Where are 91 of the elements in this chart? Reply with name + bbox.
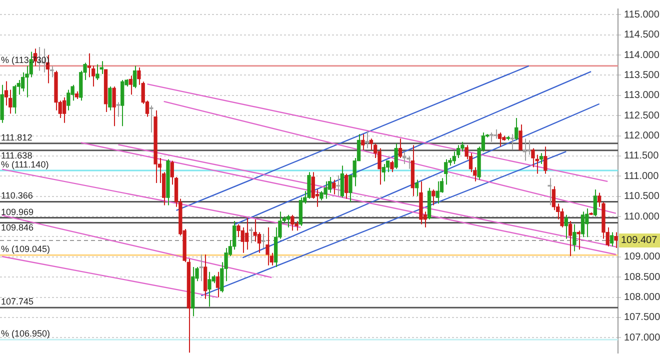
ref-line-label: 110.366	[1, 190, 33, 201]
y-tick-label: 110.500	[624, 191, 660, 202]
candlestick	[614, 232, 618, 249]
candlestick	[572, 224, 576, 252]
candlestick	[324, 180, 328, 200]
candlestick	[518, 124, 522, 150]
candlestick	[560, 208, 564, 228]
candlestick	[332, 179, 336, 195]
candlestick	[290, 214, 294, 232]
candlestick	[244, 218, 249, 250]
candlestick	[432, 188, 436, 206]
candlestick	[336, 174, 340, 196]
y-tick-label: 114.000	[624, 50, 660, 61]
candlestick	[452, 151, 456, 165]
candlestick	[510, 134, 514, 150]
candlestick	[100, 60, 104, 75]
candlestick	[531, 148, 535, 168]
candlestick	[514, 118, 518, 141]
y-tick-label: 113.500	[624, 70, 660, 81]
candlestick	[415, 179, 419, 196]
candlestick	[266, 226, 270, 266]
candlestick	[402, 151, 406, 165]
candlestick	[4, 80, 8, 106]
candlestick	[568, 220, 572, 257]
y-tick-label: 109.000	[624, 252, 660, 263]
candlestick	[307, 172, 311, 200]
y-tick-label: 112.000	[624, 130, 660, 142]
candlestick	[132, 65, 137, 89]
candlestick	[320, 190, 324, 201]
candlestick	[436, 180, 440, 204]
candlestick	[398, 138, 402, 158]
candlestick	[444, 158, 448, 186]
ref-line-label: % (106.950)	[1, 328, 50, 339]
candlestick	[394, 142, 398, 170]
candlestick	[66, 89, 70, 111]
candlestick	[20, 72, 25, 92]
ref-line-label: 109.407	[621, 235, 658, 246]
candlestick	[240, 226, 244, 254]
y-tick-label: 112.500	[624, 110, 660, 122]
candlestick	[116, 102, 120, 118]
candlestick	[108, 86, 112, 111]
y-tick-label: 115.000	[624, 9, 660, 20]
candlestick	[344, 173, 348, 200]
candlestick	[580, 211, 585, 238]
y-tick-label: 108.000	[624, 292, 660, 304]
ref-line-label: 111.812	[1, 132, 32, 142]
candlestick	[406, 156, 410, 170]
candlestick	[382, 164, 386, 182]
candlestick	[585, 208, 589, 238]
y-tick-label: 107.000	[624, 332, 660, 344]
candlestick	[369, 138, 374, 150]
y-tick-label: 114.500	[624, 30, 660, 41]
candlestick	[112, 86, 116, 127]
candlestick	[216, 271, 220, 298]
ref-line-label: 107.745	[1, 296, 34, 307]
candlestick	[390, 160, 394, 173]
ref-line-label: 109.969	[1, 206, 34, 217]
ref-line-label: % (111.140)	[1, 159, 49, 170]
candlestick	[361, 134, 365, 150]
candlestick	[253, 218, 257, 242]
candlestick	[87, 52, 92, 78]
candlestick	[311, 172, 315, 200]
candlestick	[593, 188, 598, 218]
candlestick	[490, 132, 494, 142]
ref-line-label: 109.846	[1, 222, 34, 233]
y-tick-label: 113.000	[624, 90, 660, 102]
candlestick	[498, 132, 502, 148]
candlestick	[544, 146, 548, 174]
candlestick	[564, 214, 568, 240]
y-tick-label: 110.000	[624, 211, 660, 222]
ref-line-label: 111.638	[1, 150, 32, 160]
candlestick	[522, 138, 527, 162]
candlestick	[548, 178, 552, 206]
candlestick	[365, 130, 369, 149]
candlestick	[610, 232, 614, 247]
y-tick-label: 107.500	[624, 312, 660, 324]
candlestick	[208, 271, 212, 308]
candlestick	[96, 64, 100, 81]
y-tick-label: 111.000	[624, 170, 660, 182]
candlestick	[340, 165, 344, 198]
y-tick-label: 111.500	[624, 150, 660, 162]
candlestick	[378, 148, 382, 186]
candlestick	[62, 96, 66, 124]
candlestick	[552, 186, 556, 211]
candlestick	[12, 84, 16, 114]
candlestick	[286, 214, 290, 228]
candlestick	[539, 152, 544, 165]
y-tick-label: 108.500	[624, 272, 660, 283]
candlestick	[236, 224, 240, 238]
candlestick	[128, 75, 132, 96]
ref-line-label: % (109.045)	[1, 244, 50, 254]
